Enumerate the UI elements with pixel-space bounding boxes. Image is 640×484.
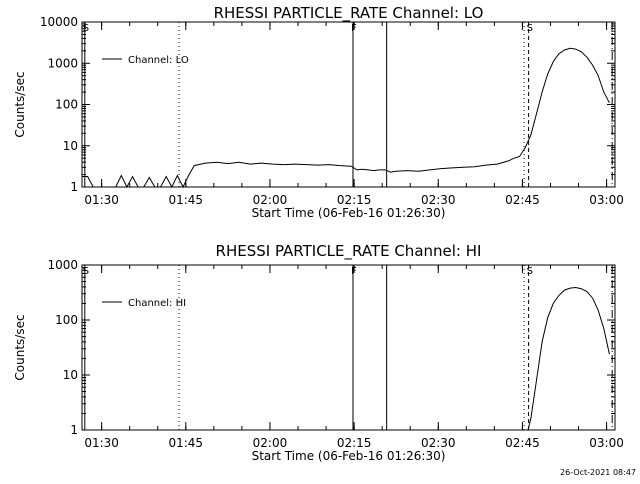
x-tick-label: 03:00 bbox=[589, 193, 624, 207]
legend-label: Channel: LO bbox=[128, 55, 189, 66]
event-marker-label: S bbox=[83, 266, 89, 277]
chart-title: RHESSI PARTICLE_RATE Channel: LO bbox=[214, 4, 484, 23]
x-tick-label: 01:30 bbox=[84, 436, 119, 450]
y-tick-label: 100 bbox=[55, 98, 78, 112]
x-tick-label: 02:45 bbox=[505, 436, 540, 450]
panel-hi: RHESSI PARTICLE_RATE Channel: HI 01:30 01:… bbox=[13, 242, 624, 463]
plot-frame bbox=[81, 264, 616, 431]
footer-timestamp: 26-Oct-2021 08:47 bbox=[560, 468, 636, 477]
x-tick-label: 02:00 bbox=[253, 436, 288, 450]
event-marker-label: F bbox=[351, 266, 357, 277]
plot-frame bbox=[81, 21, 616, 188]
panel-lo: RHESSI PARTICLE_RATE Channel: LO 01:30 01:… bbox=[13, 4, 624, 220]
event-marker-label: F bbox=[351, 23, 357, 34]
y-tick-label: 1000 bbox=[47, 56, 78, 70]
x-tick-label: 02:00 bbox=[253, 193, 288, 207]
event-marker-label: S bbox=[83, 23, 89, 34]
legend-label: Channel: HI bbox=[128, 298, 186, 309]
y-axis-label: Counts/sec bbox=[13, 314, 27, 380]
y-axis-label: Counts/sec bbox=[13, 71, 27, 137]
x-axis-label: Start Time (06-Feb-16 01:26:30) bbox=[252, 449, 446, 463]
series-line bbox=[82, 47, 610, 189]
x-tick-label: 01:45 bbox=[168, 193, 203, 207]
x-tick-label: 01:30 bbox=[84, 193, 119, 207]
x-tick-label: 02:15 bbox=[337, 436, 372, 450]
x-axis-label: Start Time (06-Feb-16 01:26:30) bbox=[252, 206, 446, 220]
x-tick-label: 01:45 bbox=[168, 436, 203, 450]
y-tick-label: 10 bbox=[63, 368, 78, 382]
x-tick-label: 02:30 bbox=[421, 193, 456, 207]
y-tick-label: 1 bbox=[70, 180, 78, 194]
y-tick-label: 1000 bbox=[47, 258, 78, 272]
event-marker-label: S bbox=[527, 266, 533, 277]
event-marker-label: S bbox=[527, 23, 533, 34]
x-tick-label: 02:30 bbox=[421, 436, 456, 450]
y-tick-label: 100 bbox=[55, 313, 78, 327]
x-tick-label: 02:45 bbox=[505, 193, 540, 207]
y-tick-label: 1 bbox=[70, 423, 78, 437]
series-line bbox=[527, 286, 610, 431]
x-tick-label: 02:15 bbox=[337, 193, 372, 207]
chart-title: RHESSI PARTICLE_RATE Channel: HI bbox=[216, 242, 482, 261]
y-tick-label: 10000 bbox=[40, 15, 78, 29]
x-tick-label: 03:00 bbox=[589, 436, 624, 450]
y-tick-label: 10 bbox=[63, 139, 78, 153]
